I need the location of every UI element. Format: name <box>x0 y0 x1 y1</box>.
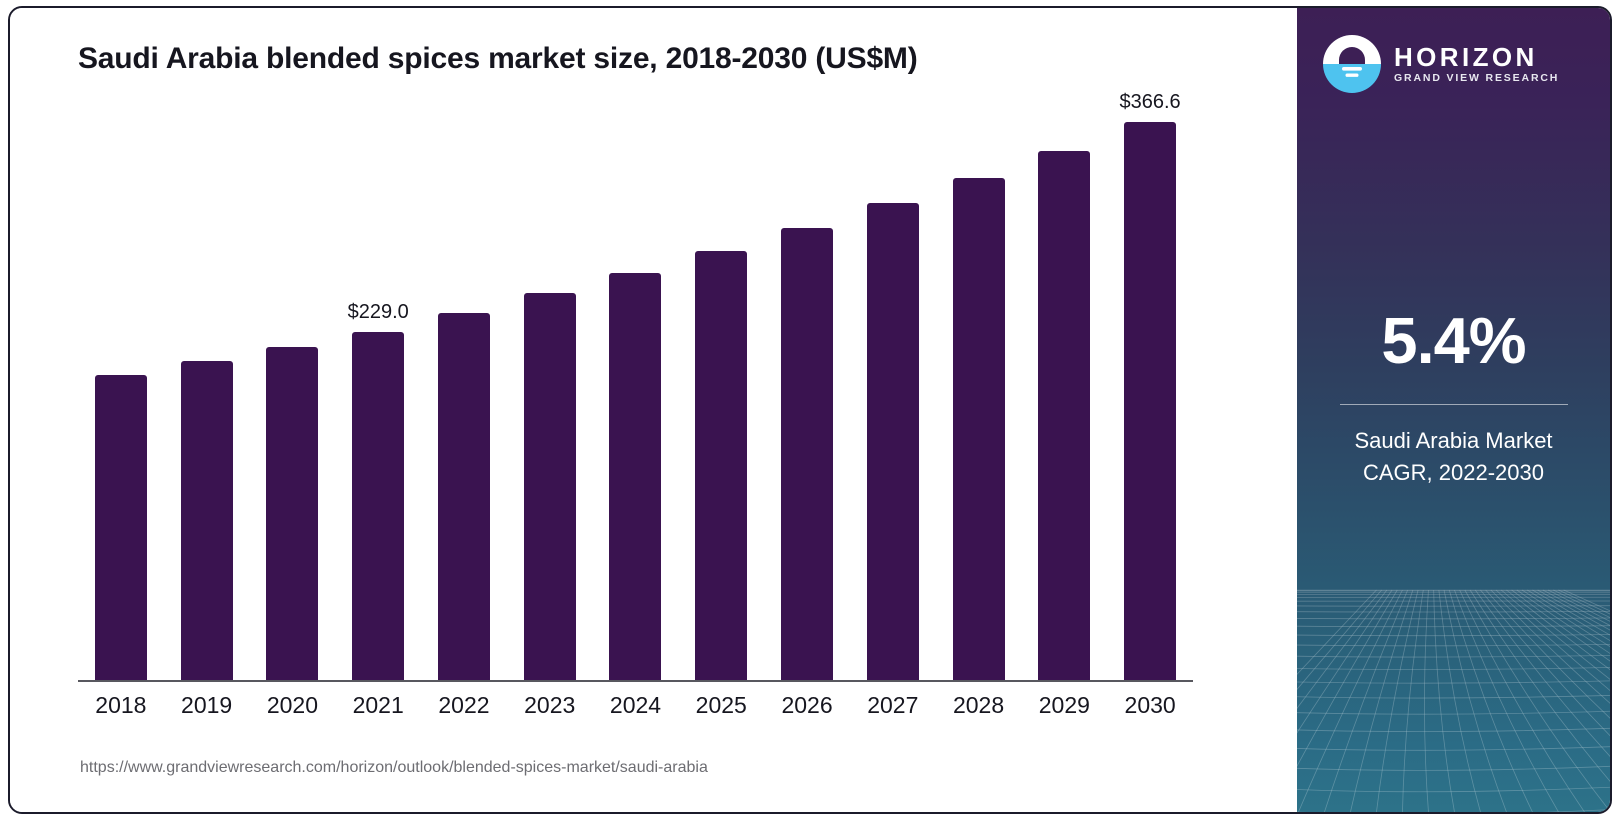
x-tick-2028: 2028 <box>952 692 1005 718</box>
bar-2023[interactable] <box>507 94 593 680</box>
bar-2021[interactable]: $229.0 <box>335 94 421 680</box>
horizon-wordmark: HORIZON <box>1394 42 1538 73</box>
bar-rect-2026[interactable] <box>781 227 834 680</box>
branding-sidebar: HORIZON GRAND VIEW RESEARCH 5.4% Saudi A… <box>1297 8 1610 812</box>
bar-2018[interactable] <box>78 94 164 680</box>
x-tick-2022: 2022 <box>438 692 490 718</box>
bar-rect-2025[interactable] <box>695 250 748 680</box>
horizon-logo: HORIZON GRAND VIEW RESEARCH <box>1323 32 1585 96</box>
cagr-divider <box>1339 404 1568 405</box>
perspective-grid-decoration <box>1297 589 1610 812</box>
horizon-sunrise-circle-icon <box>1323 35 1381 93</box>
bar-2027[interactable] <box>850 94 936 680</box>
cagr-value: 5.4% <box>1381 304 1526 377</box>
x-tick-2019: 2019 <box>181 692 233 718</box>
x-tick-2018: 2018 <box>95 692 147 718</box>
chart-panel: Saudi Arabia blended spices market size,… <box>10 8 1253 812</box>
bar-2028[interactable] <box>936 94 1022 680</box>
bar-rect-2019[interactable] <box>180 361 233 680</box>
bar-2020[interactable] <box>250 94 336 680</box>
bar-rect-2024[interactable] <box>609 272 662 680</box>
x-tick-2030: 2030 <box>1124 692 1176 718</box>
bar-2029[interactable] <box>1021 94 1107 680</box>
x-axis-line <box>78 680 1193 682</box>
x-tick-2020: 2020 <box>266 692 319 718</box>
bar-rect-2022[interactable] <box>437 312 490 680</box>
cagr-highlight: 5.4% Saudi Arabia Market CAGR, 2022-2030 <box>1297 308 1610 489</box>
bar-rect-2027[interactable] <box>866 203 919 680</box>
chart-title: Saudi Arabia blended spices market size,… <box>78 42 918 75</box>
x-axis-tick-labels: 2018 2019 2020 2021 2022 2023 2024 2025 2026 2027… <box>78 692 1193 732</box>
bar-2022[interactable] <box>421 94 507 680</box>
report-card: Saudi Arabia blended spices market size,… <box>8 6 1612 814</box>
horizon-tagline: GRAND VIEW RESEARCH <box>1394 72 1560 85</box>
bar-rect-2023[interactable] <box>523 293 576 680</box>
x-tick-2027: 2027 <box>867 692 919 718</box>
bar-value-label-2030: $366.6 <box>1119 91 1181 114</box>
bar-rect-2030[interactable] <box>1124 122 1177 680</box>
bar-chart-plot-area: $229.0 $366.6 <box>78 91 1193 680</box>
x-tick-2026: 2026 <box>781 692 833 718</box>
bar-2019[interactable] <box>164 94 250 680</box>
x-tick-2025: 2025 <box>695 692 747 718</box>
x-tick-2021: 2021 <box>352 692 404 718</box>
bar-rect-2029[interactable] <box>1038 150 1091 680</box>
cagr-caption-line2: CAGR, 2022-2030 <box>1363 459 1544 485</box>
bar-2026[interactable] <box>764 94 850 680</box>
bar-rect-2018[interactable] <box>94 374 147 680</box>
bar-rect-2020[interactable] <box>266 346 319 680</box>
bar-rect-2021[interactable] <box>352 331 405 680</box>
bar-2030[interactable]: $366.6 <box>1107 91 1193 680</box>
cagr-caption-line1: Saudi Arabia Market <box>1354 428 1553 453</box>
source-url-text: https://www.grandviewresearch.com/horizo… <box>80 759 708 776</box>
bar-2025[interactable] <box>678 94 764 680</box>
bar-value-label-2021: $229.0 <box>347 300 409 323</box>
x-tick-2023: 2023 <box>524 692 576 718</box>
bar-rect-2028[interactable] <box>952 177 1005 680</box>
horizon-logo-text: HORIZON GRAND VIEW RESEARCH <box>1394 44 1559 84</box>
x-tick-2024: 2024 <box>609 692 662 718</box>
x-tick-2029: 2029 <box>1038 692 1090 718</box>
bar-2024[interactable] <box>593 94 679 680</box>
